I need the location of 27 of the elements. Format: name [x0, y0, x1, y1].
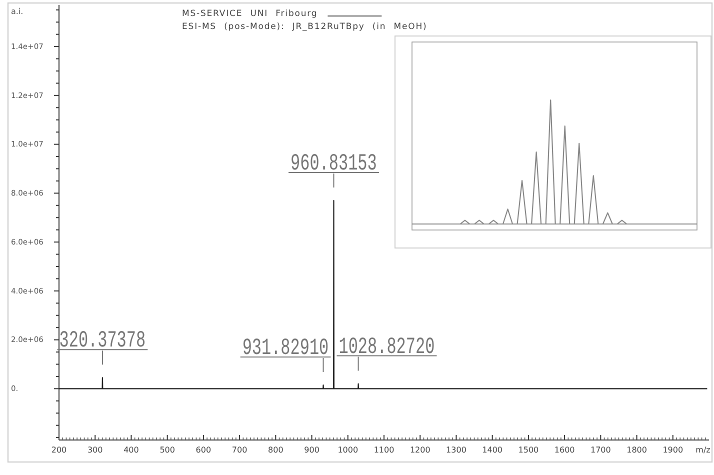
annotation: 320.37378 — [59, 326, 146, 354]
x-axis-title: m/z — [696, 446, 710, 455]
x-tick-label: 400 — [124, 446, 139, 455]
line-series — [58, 200, 708, 390]
x-tick-label: 1600 — [554, 446, 575, 455]
x-tick-label: 1200 — [410, 446, 430, 455]
text: ESI-MS (pos-Mode): JR_B12RuTBpy (in MeOH) — [182, 22, 428, 32]
x-tick-label: 1300 — [446, 446, 466, 455]
x-tick-label: 900 — [304, 446, 320, 455]
x-tick-label: 1500 — [518, 446, 539, 455]
y-axis-title: a.i. — [11, 7, 24, 16]
x-tick-label: 200 — [51, 446, 67, 455]
annotation: 1028.82720 — [338, 333, 435, 360]
text: MS-SERVICE UNI Fribourg — [182, 9, 318, 19]
x-tick-label: 1900 — [662, 446, 684, 455]
x-tick-label: 800 — [268, 446, 284, 455]
x-tick-label: 1000 — [338, 446, 358, 455]
x-tick-label: 300 — [87, 446, 103, 455]
annotation: 931.82910 — [242, 334, 329, 361]
x-tick-label: 1700 — [590, 446, 611, 455]
x-tick-label: 500 — [160, 446, 175, 455]
x-tick-label: 1400 — [482, 446, 503, 455]
x-tick-label: 1800 — [626, 446, 647, 455]
x-tick-label: 1100 — [374, 446, 394, 455]
x-tick-label: 700 — [232, 446, 248, 455]
annotation: 960.83153 — [290, 150, 377, 176]
x-tick-label: 600 — [196, 446, 212, 455]
